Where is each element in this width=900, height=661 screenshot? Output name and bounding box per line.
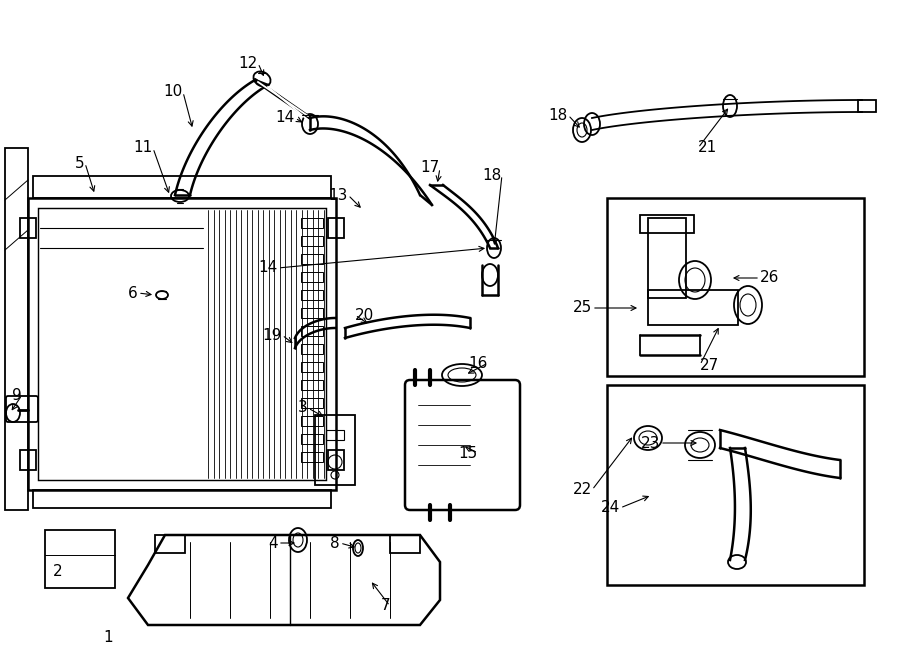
Bar bbox=[301, 434, 323, 444]
Text: 25: 25 bbox=[572, 301, 592, 315]
Text: 11: 11 bbox=[134, 141, 153, 155]
Bar bbox=[301, 344, 323, 354]
Bar bbox=[301, 362, 323, 372]
Text: 15: 15 bbox=[459, 446, 478, 461]
Bar bbox=[33, 176, 331, 198]
Bar bbox=[301, 308, 323, 318]
Text: 12: 12 bbox=[238, 56, 258, 71]
Text: 6: 6 bbox=[128, 286, 138, 301]
Bar bbox=[607, 385, 864, 585]
Text: 10: 10 bbox=[164, 85, 183, 100]
Bar bbox=[315, 415, 355, 485]
Bar bbox=[28, 198, 336, 490]
Text: 4: 4 bbox=[268, 535, 278, 551]
Text: 14: 14 bbox=[259, 260, 278, 276]
Bar bbox=[20, 218, 36, 238]
Text: 19: 19 bbox=[263, 327, 282, 342]
Text: 27: 27 bbox=[700, 358, 719, 373]
Bar bbox=[301, 452, 323, 462]
Bar bbox=[648, 218, 686, 298]
Bar bbox=[301, 398, 323, 408]
Text: 7: 7 bbox=[381, 598, 390, 613]
Text: 8: 8 bbox=[330, 535, 340, 551]
Bar bbox=[33, 490, 331, 508]
Bar bbox=[301, 290, 323, 300]
Text: 22: 22 bbox=[572, 483, 592, 498]
Text: 21: 21 bbox=[698, 141, 717, 155]
Text: 1: 1 bbox=[104, 631, 112, 646]
Text: 23: 23 bbox=[641, 436, 660, 451]
Text: 20: 20 bbox=[355, 307, 374, 323]
Bar bbox=[648, 290, 738, 325]
Bar bbox=[326, 430, 344, 440]
Text: 13: 13 bbox=[328, 188, 348, 202]
Bar bbox=[301, 380, 323, 390]
Bar bbox=[38, 208, 326, 480]
Text: 26: 26 bbox=[760, 270, 779, 286]
Text: 2: 2 bbox=[53, 564, 63, 580]
Bar bbox=[858, 100, 876, 112]
Bar bbox=[155, 535, 185, 553]
Bar bbox=[301, 416, 323, 426]
Text: 14: 14 bbox=[275, 110, 295, 126]
Bar bbox=[301, 272, 323, 282]
Bar bbox=[301, 326, 323, 336]
Bar bbox=[301, 254, 323, 264]
Bar bbox=[328, 450, 344, 470]
Bar bbox=[301, 236, 323, 246]
Text: 24: 24 bbox=[601, 500, 620, 516]
Bar bbox=[301, 218, 323, 228]
Text: 3: 3 bbox=[298, 401, 308, 416]
Text: 9: 9 bbox=[13, 387, 22, 403]
Bar bbox=[390, 535, 420, 553]
Bar bbox=[328, 218, 344, 238]
Bar bbox=[45, 530, 115, 588]
Text: 18: 18 bbox=[549, 108, 568, 122]
Bar bbox=[607, 198, 864, 376]
Text: 17: 17 bbox=[421, 161, 440, 176]
Text: 18: 18 bbox=[482, 167, 502, 182]
Bar bbox=[20, 450, 36, 470]
Bar bbox=[640, 215, 694, 233]
Text: 16: 16 bbox=[469, 356, 488, 371]
Text: 5: 5 bbox=[76, 155, 85, 171]
